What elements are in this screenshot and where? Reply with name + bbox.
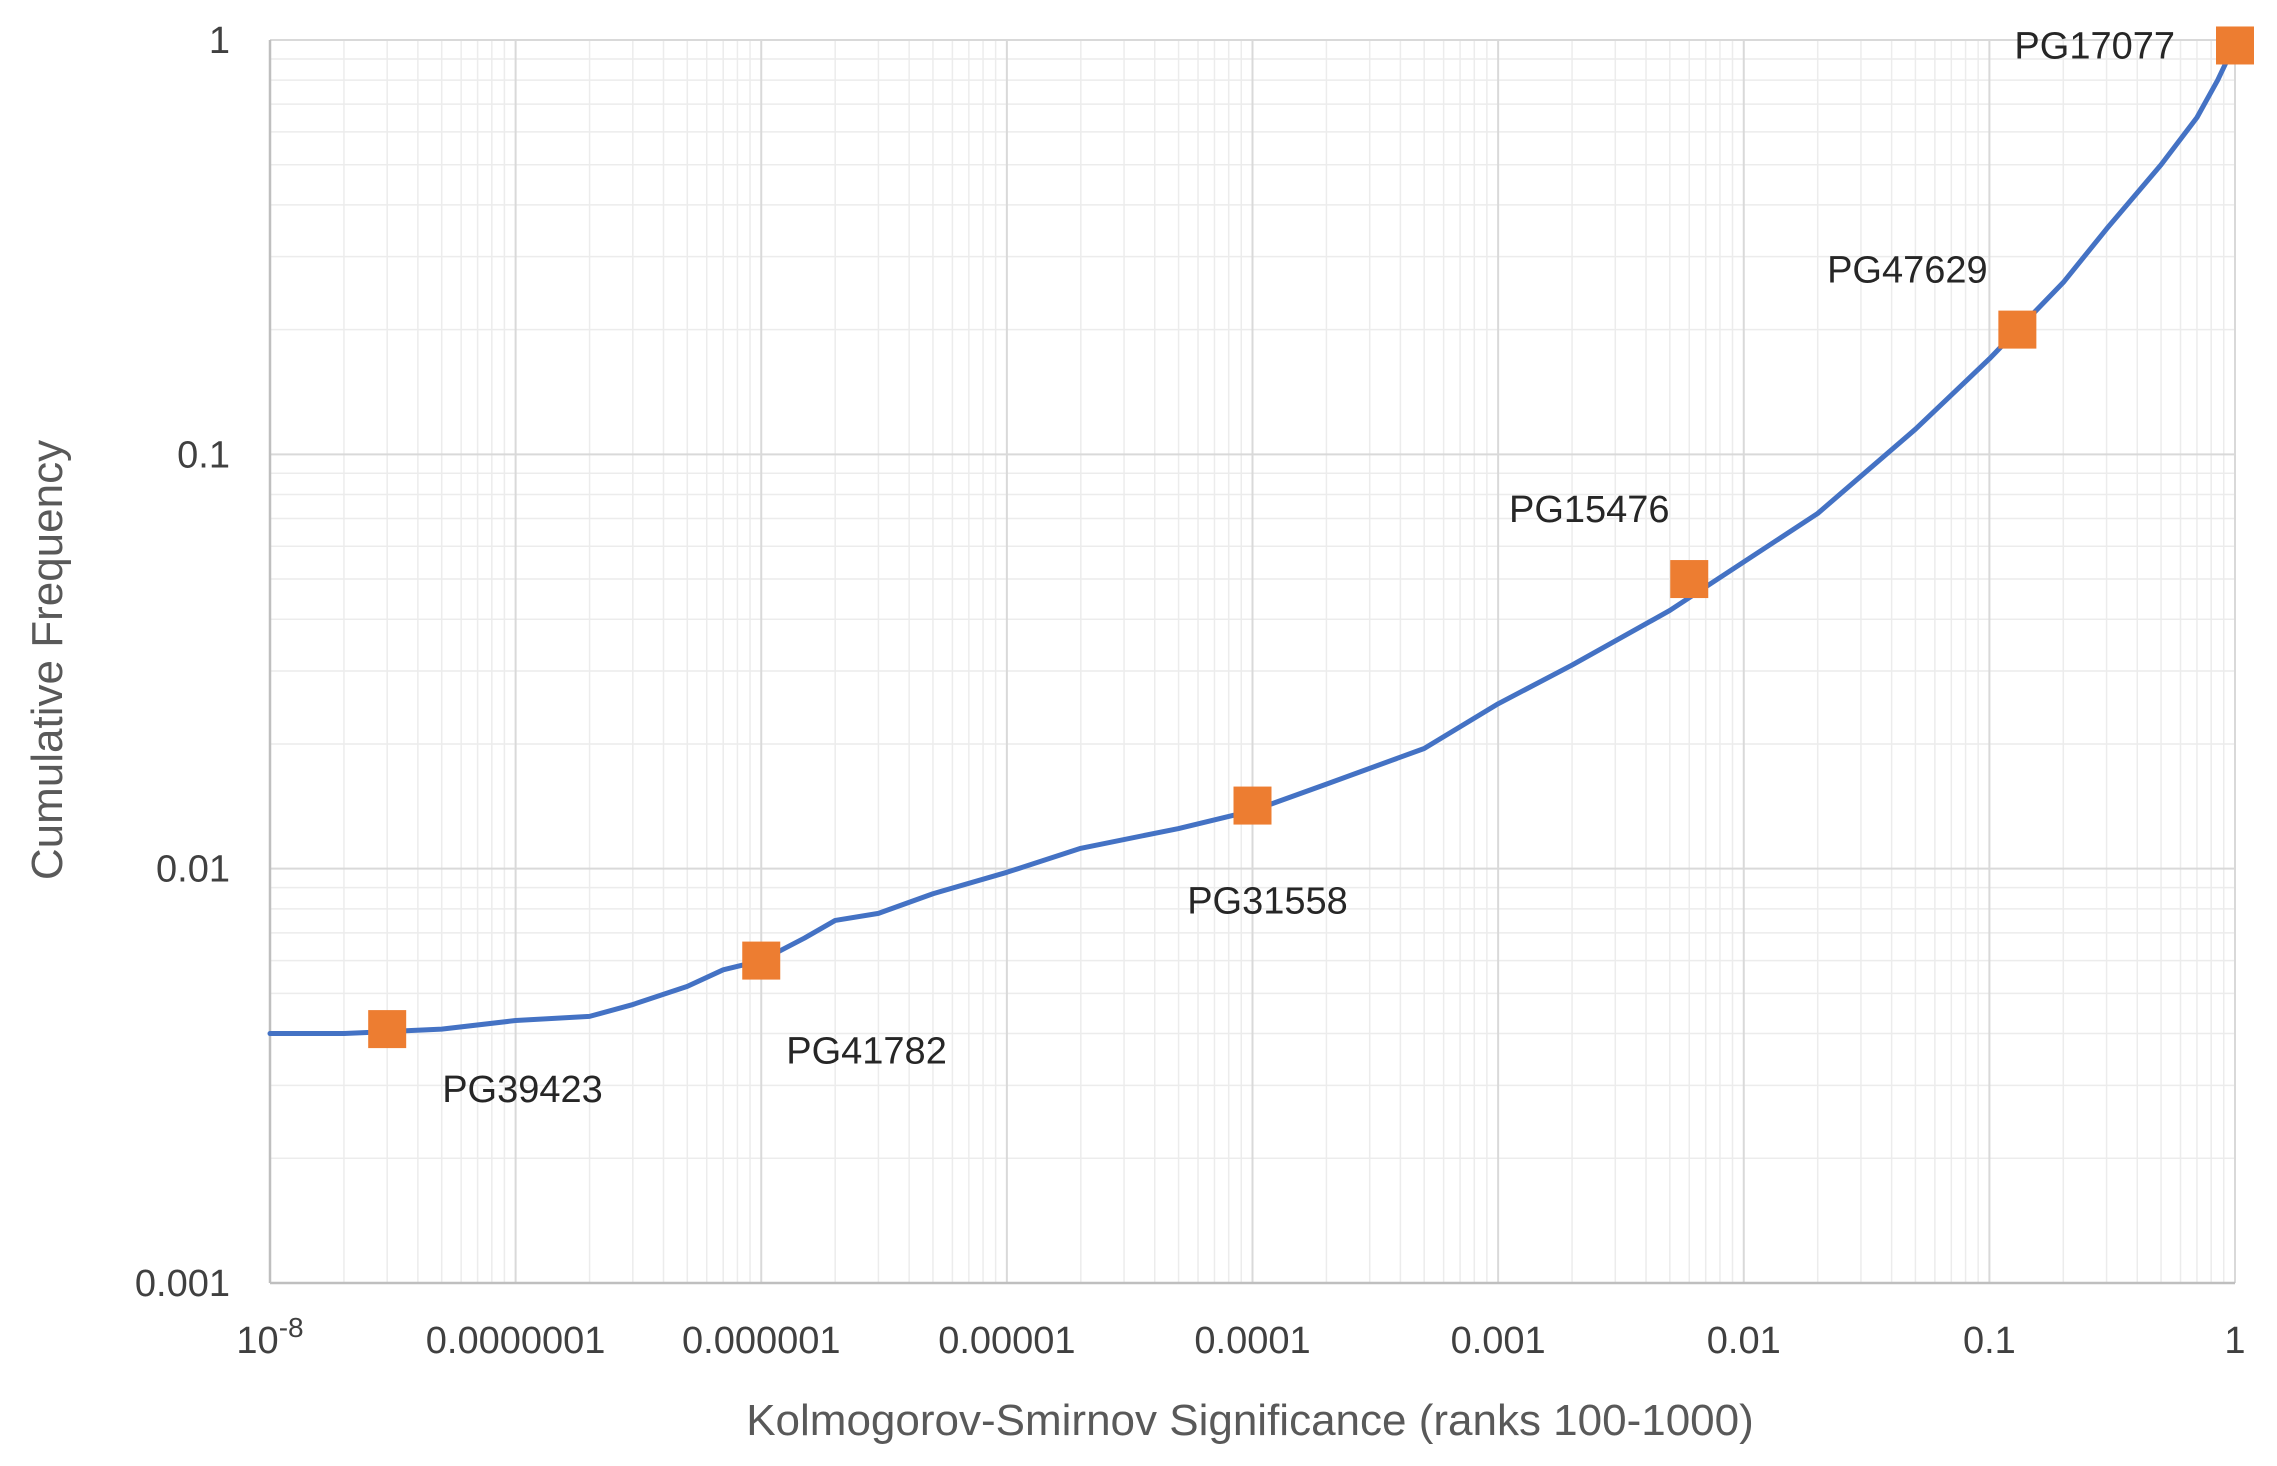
y-axis-title: Cumulative Frequency	[23, 440, 72, 880]
grid	[269, 39, 2236, 1284]
x-tick-label: 10-8	[236, 1312, 303, 1362]
marker-pg47629	[1998, 310, 2037, 349]
point-label-pg41782: PG41782	[786, 1031, 947, 1073]
point-label-pg15476: PG15476	[1509, 489, 1670, 531]
y-tick-label: 0.001	[135, 1263, 230, 1305]
marker-pg41782	[742, 941, 781, 980]
x-axis-title: Kolmogorov-Smirnov Significance (ranks 1…	[746, 1396, 1754, 1445]
x-tick-label: 0.001	[1451, 1320, 1546, 1362]
axes	[268, 40, 2235, 1285]
markers	[368, 26, 2254, 1049]
marker-pg31558	[1233, 786, 1272, 825]
tick-labels: 10-8 0.0000001 0.000001 0.00001 0.0001 0.001 0…	[135, 20, 2246, 1362]
marker-pg17077	[2216, 26, 2254, 65]
x-tick-label: 1	[2224, 1320, 2245, 1362]
x-tick-label: 0.000001	[682, 1320, 841, 1362]
marker-pg15476	[1670, 560, 1709, 599]
y-tick-label: 1	[209, 20, 230, 62]
y-tick-label: 0.01	[156, 849, 230, 891]
x-tick-exponent: -8	[279, 1312, 304, 1343]
point-label-pg17077: PG17077	[2014, 25, 2175, 67]
cumulative-frequency-line	[267, 41, 2238, 1037]
x-tick-label: 0.1	[1963, 1320, 2016, 1362]
point-label-pg31558: PG31558	[1187, 881, 1348, 923]
marker-pg39423	[368, 1010, 407, 1049]
y-tick-label: 0.1	[177, 434, 230, 476]
series-line	[267, 41, 2238, 1037]
x-tick-label: 0.0000001	[426, 1320, 606, 1362]
point-label-pg39423: PG39423	[442, 1069, 603, 1111]
x-tick-label: 0.0001	[1194, 1320, 1310, 1362]
point-label-pg47629: PG47629	[1827, 250, 1988, 292]
x-tick-label: 0.01	[1707, 1320, 1781, 1362]
x-tick-label: 0.00001	[938, 1320, 1075, 1362]
point-labels: PG39423 PG41782 PG31558 PG15476 PG47629 PG170…	[442, 25, 2175, 1111]
